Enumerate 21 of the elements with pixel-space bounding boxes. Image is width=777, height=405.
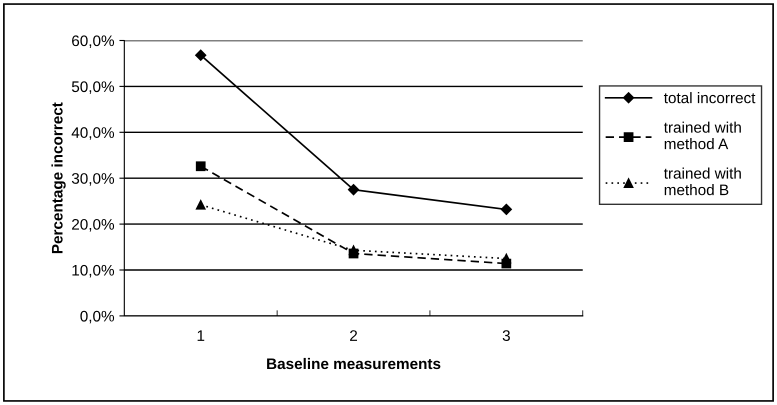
point xyxy=(348,245,358,256)
y-tick-label: 10,0% xyxy=(72,264,114,278)
y-tick-label: 0,0% xyxy=(80,310,114,324)
y-axis-title: Percentage incorrect xyxy=(51,102,66,254)
point xyxy=(195,50,206,61)
y-tick-label: 60,0% xyxy=(72,35,114,48)
y-tick-label: 50,0% xyxy=(72,81,114,94)
x-tick-label: 3 xyxy=(502,330,510,342)
y-tick-label: 30,0% xyxy=(72,173,114,186)
point xyxy=(500,204,512,216)
point xyxy=(196,200,206,210)
x-tick-label: 1 xyxy=(198,330,204,341)
y-tick-label: 40,0% xyxy=(72,127,114,140)
x-tick-label: 2 xyxy=(350,330,358,341)
legend-label: trained with method B xyxy=(664,168,741,196)
legend-label: total incorrect xyxy=(664,92,756,104)
point xyxy=(196,161,206,172)
y-tick-label: 20,0% xyxy=(72,218,114,232)
point xyxy=(348,184,360,196)
legend-label: trained with method A xyxy=(664,122,741,150)
x-axis-title: Baseline measurements xyxy=(267,358,440,370)
